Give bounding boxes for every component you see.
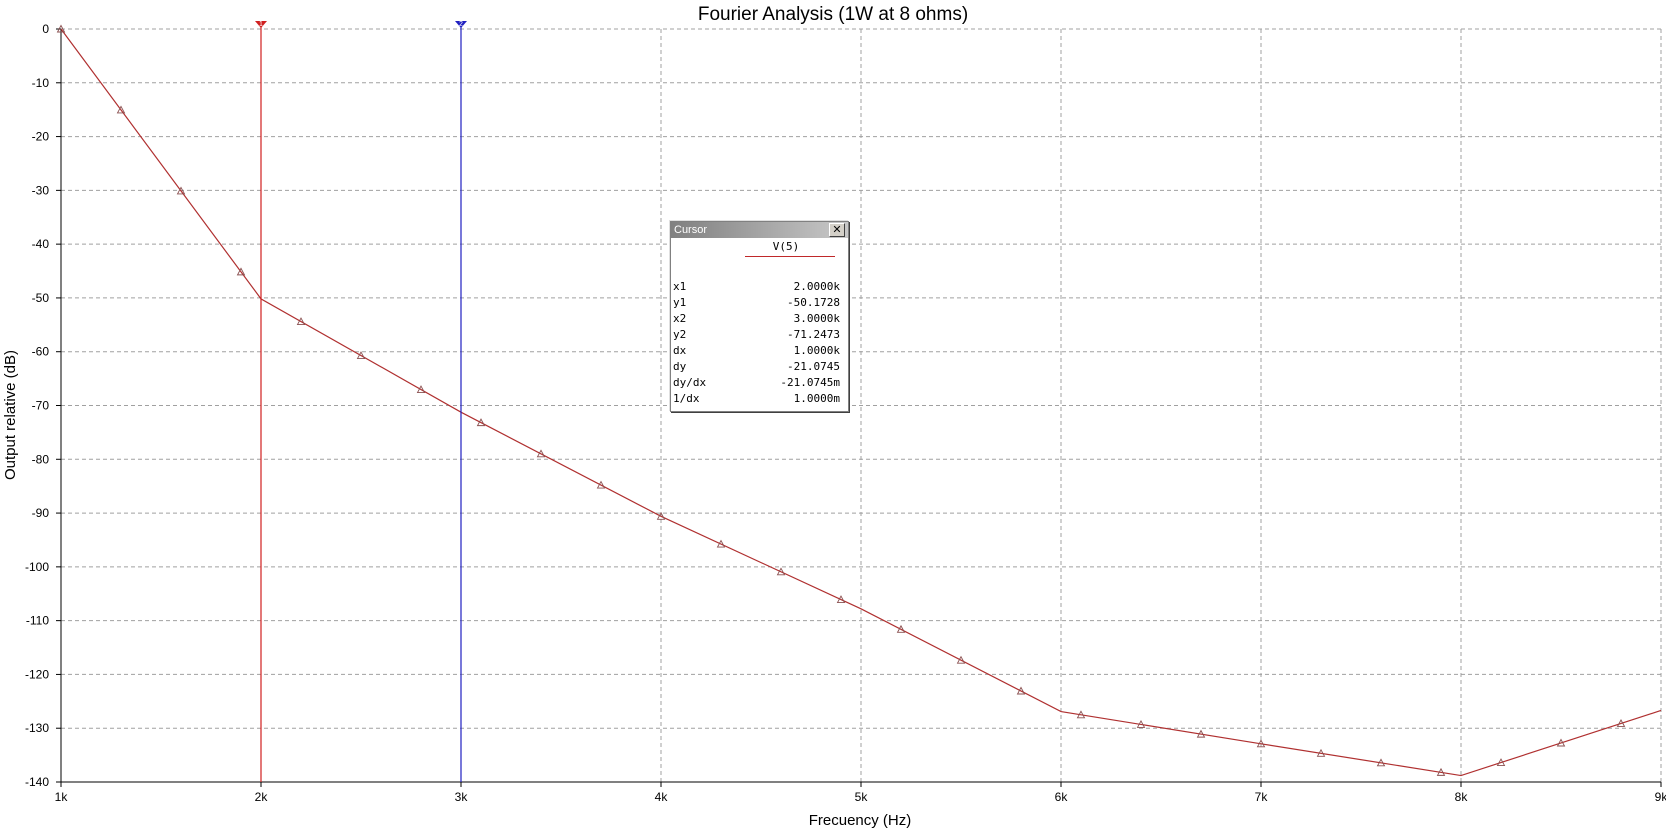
cursor-window-titlebar[interactable]: Cursor ✕ xyxy=(671,222,848,238)
y-tick-label: -80 xyxy=(32,452,50,466)
series-point-marker xyxy=(956,655,966,664)
series-point-marker xyxy=(116,105,126,114)
x-tick-label: 4k xyxy=(655,790,669,804)
series-point-marker xyxy=(1556,738,1566,747)
cursor-2-label: 2 xyxy=(459,21,463,28)
series-point-marker xyxy=(896,624,906,633)
series-point-marker xyxy=(1616,719,1626,727)
cursor-readout-row: dy/dx -21.0745m xyxy=(671,375,848,391)
series-point-marker xyxy=(56,24,66,33)
series-point-marker xyxy=(776,567,786,576)
cursor-readout-key: x2 xyxy=(673,312,687,325)
y-tick-label: -40 xyxy=(32,237,50,251)
series-point-marker xyxy=(1016,686,1026,695)
series-point-marker xyxy=(656,511,666,520)
x-tick-label: 3k xyxy=(455,790,469,804)
series-point-marker xyxy=(1076,710,1086,719)
x-tick-label: 6k xyxy=(1055,790,1069,804)
y-tick-label: -50 xyxy=(32,291,50,305)
series-point-marker xyxy=(176,186,186,195)
x-tick-label: 8k xyxy=(1455,790,1469,804)
cursor-readout-key: dy/dx xyxy=(673,376,707,389)
series-point-marker xyxy=(236,267,246,276)
series-point-marker xyxy=(1436,767,1446,776)
y-tick-label: -110 xyxy=(26,614,49,628)
series-line-v5 xyxy=(60,28,1662,777)
y-tick-label: -10 xyxy=(32,76,50,90)
cursor-readout-value: 3.0000k xyxy=(793,312,840,325)
cursor-readout-row: y2 -71.2473 xyxy=(671,327,848,343)
y-tick-label: -100 xyxy=(25,560,49,574)
series-point-marker xyxy=(1196,729,1206,738)
series-point-marker xyxy=(1376,758,1386,767)
cursor-readout-row: x1 2.0000k xyxy=(671,279,848,295)
cursor-readout-row: dx 1.0000k xyxy=(671,343,848,359)
chart-title: Fourier Analysis (1W at 8 ohms) xyxy=(698,4,968,25)
cursor-window-title: Cursor xyxy=(674,224,708,236)
y-tick-labels: 0 -10 -20 -30 -40 -50 -60 -70 -80 -90 -100 -110 -120… xyxy=(25,22,49,789)
cursor-window[interactable]: Cursor ✕ V(5) x1 2.0000k y1 -50.1728 x2 3.000… xyxy=(670,221,849,412)
cursor-1-label: 1 xyxy=(259,21,263,28)
cursor-readout-key: dy xyxy=(673,360,687,373)
cursor-readout-row: dy -21.0745 xyxy=(671,359,848,375)
series-point-marker xyxy=(296,317,306,325)
series-point-marker xyxy=(1316,748,1326,757)
grid xyxy=(60,28,1662,783)
y-tick-label: -130 xyxy=(25,721,49,735)
x-tick-labels: 1k 2k 3k 4k 5k 6k 7k 8k 9k xyxy=(55,790,1666,804)
cursor-1-handle[interactable] xyxy=(255,21,267,28)
y-tick-label: -90 xyxy=(32,506,50,520)
y-tick-label: -120 xyxy=(25,667,49,681)
cursor-readout-row: 1/dx 1.0000m xyxy=(671,391,848,407)
y-tick-label: -60 xyxy=(32,345,50,359)
x-axis-label: Frecuency (Hz) xyxy=(809,812,912,829)
cursor-readout-key: 1/dx xyxy=(673,392,700,405)
cursor-2-handle[interactable] xyxy=(455,21,467,28)
x-tick-label: 7k xyxy=(1255,790,1269,804)
y-tick-label: -140 xyxy=(25,775,49,789)
close-icon[interactable]: ✕ xyxy=(829,223,845,237)
x-tick-label: 9k xyxy=(1655,790,1666,804)
axes xyxy=(56,28,1662,787)
series-point-marker xyxy=(416,385,426,393)
series-point-marker xyxy=(1256,739,1266,748)
x-tick-label: 2k xyxy=(255,790,269,804)
cursor-series-name: V(5) xyxy=(772,240,800,253)
y-tick-label: -20 xyxy=(32,130,50,144)
x-tick-label: 5k xyxy=(855,790,869,804)
cursor-readout-key: dx xyxy=(673,344,687,357)
cursor-readout-row: x2 3.0000k xyxy=(671,311,848,327)
x-tick-label: 1k xyxy=(55,790,69,804)
cursor-readout-value: 1.0000m xyxy=(793,392,840,405)
series-point-marker xyxy=(836,595,846,604)
series-point-marker xyxy=(716,539,726,548)
y-tick-label: 0 xyxy=(42,22,49,36)
cursor-readout-value: 1.0000k xyxy=(793,344,840,357)
series-point-marker xyxy=(1136,720,1146,728)
y-axis-label: Output relative (dB) xyxy=(2,350,19,480)
y-tick-label: -30 xyxy=(32,183,50,197)
cursor-readout-key: x1 xyxy=(673,280,687,293)
series-point-marker xyxy=(1496,758,1506,766)
series-point-marker xyxy=(536,449,546,458)
series-point-marker xyxy=(356,351,366,359)
series-point-marker xyxy=(476,418,486,427)
cursor-readout-value: -71.2473 xyxy=(787,328,840,341)
cursor-readout-value: -21.0745 xyxy=(787,360,840,373)
cursor-readout-key: y2 xyxy=(673,328,687,341)
cursor-series-swatch xyxy=(745,256,835,257)
cursor-readout-row: y1 -50.1728 xyxy=(671,295,848,311)
series-layer xyxy=(56,24,1662,777)
cursor-readout-value: 2.0000k xyxy=(793,280,840,293)
cursor-readout-value: -21.0745m xyxy=(780,376,840,389)
cursor-readout-table: x1 2.0000k y1 -50.1728 x2 3.0000k y2 -71.2473 dx… xyxy=(671,279,848,407)
series-point-marker xyxy=(596,480,606,489)
cursor-readout-key: y1 xyxy=(673,296,687,309)
cursor-readout-value: -50.1728 xyxy=(787,296,840,309)
y-tick-label: -70 xyxy=(32,399,50,413)
